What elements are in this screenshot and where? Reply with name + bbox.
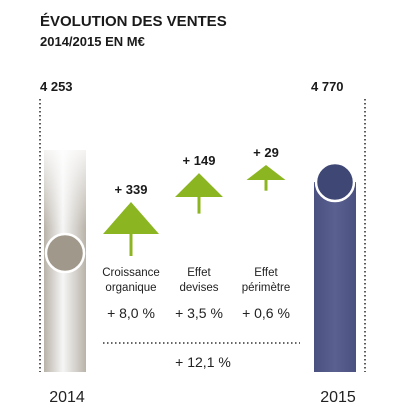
step-arrow-head [103, 202, 159, 234]
chart-subtitle: 2014/2015 EN M€ [40, 34, 145, 49]
value-label-2014: 4 253 [40, 79, 73, 94]
step-delta-label: + 339 [115, 182, 148, 197]
circle-2014 [44, 232, 86, 274]
step-label-line2: périmètre [242, 282, 291, 294]
step-arrow-stem [264, 180, 268, 191]
step-group: + 339 Croissance organique + 8,0 % + 149 Effe… [102, 145, 290, 321]
step-label-line2: devises [180, 282, 219, 294]
step-label-line2: organique [105, 282, 156, 294]
step-label-line1: Effet [254, 267, 278, 279]
step-arrow-head [246, 164, 286, 180]
step-label-line1: Croissance [102, 267, 160, 279]
bar-2015 [314, 182, 356, 372]
year-label-2015: 2015 [320, 389, 356, 406]
total-percent: + 12,1 % [175, 354, 231, 370]
step-percent-label: + 3,5 % [175, 305, 223, 321]
chart-title: ÉVOLUTION DES VENTES [40, 13, 227, 30]
circle-2015 [314, 161, 356, 203]
year-label-2014: 2014 [49, 389, 85, 406]
step-delta-label: + 29 [253, 145, 279, 160]
step-percent-label: + 8,0 % [107, 305, 155, 321]
step-arrow-head [175, 173, 223, 197]
step-label-line1: Effet [187, 267, 211, 279]
step-delta-label: + 149 [183, 153, 216, 168]
step-arrow-stem [197, 197, 201, 214]
step-percent-label: + 0,6 % [242, 305, 290, 321]
step-arrow-stem [129, 234, 133, 256]
value-label-2015: 4 770 [311, 79, 344, 94]
